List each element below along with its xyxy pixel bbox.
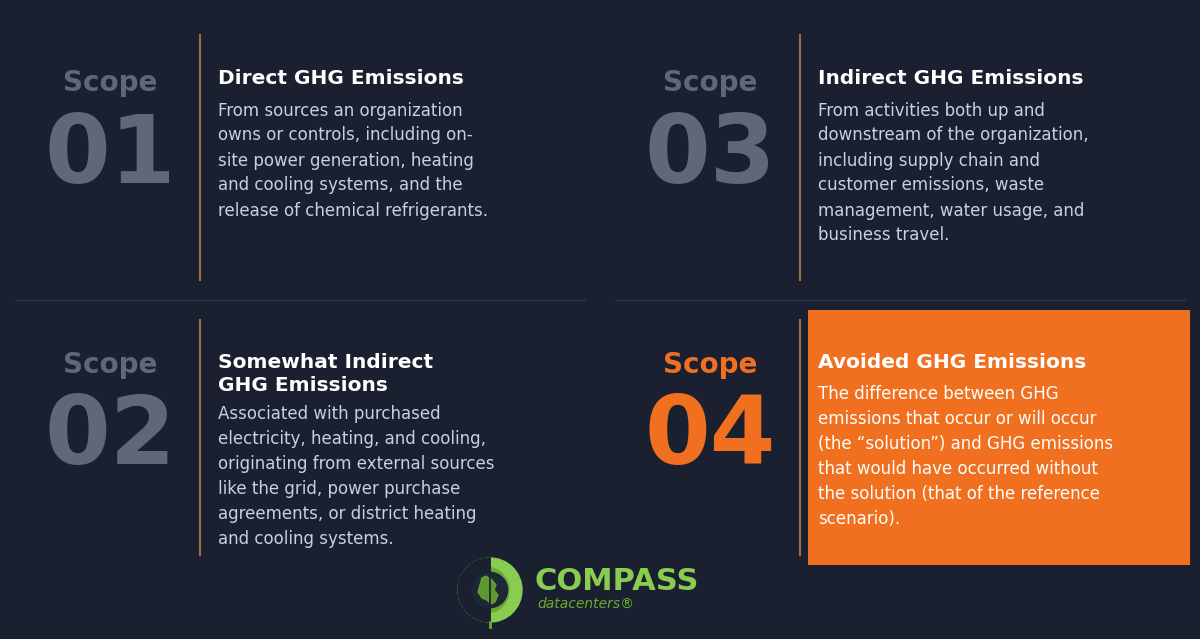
Circle shape (473, 573, 508, 608)
Bar (808, 310, 1190, 565)
Text: Scope: Scope (62, 69, 157, 97)
Text: 02: 02 (44, 392, 176, 484)
Text: Scope: Scope (662, 351, 757, 379)
Text: 01: 01 (44, 111, 175, 203)
Text: Scope: Scope (62, 351, 157, 379)
Text: 04: 04 (644, 392, 775, 484)
Text: Avoided GHG Emissions: Avoided GHG Emissions (818, 353, 1086, 372)
Polygon shape (478, 576, 498, 604)
Polygon shape (458, 558, 490, 622)
Text: From activities both up and
downstream of the organization,
including supply cha: From activities both up and downstream o… (818, 102, 1088, 245)
Text: Somewhat Indirect
GHG Emissions: Somewhat Indirect GHG Emissions (218, 353, 433, 395)
Text: Indirect GHG Emissions: Indirect GHG Emissions (818, 70, 1084, 88)
Text: datacenters®: datacenters® (538, 597, 634, 611)
Circle shape (458, 558, 522, 622)
Text: The difference between GHG
emissions that occur or will occur
(the “solution”) a: The difference between GHG emissions tha… (818, 385, 1114, 528)
Circle shape (463, 567, 509, 613)
Text: Associated with purchased
electricity, heating, and cooling,
originating from ex: Associated with purchased electricity, h… (218, 404, 494, 548)
Text: Scope: Scope (662, 69, 757, 97)
Text: From sources an organization
owns or controls, including on-
site power generati: From sources an organization owns or con… (218, 102, 488, 220)
Text: Direct GHG Emissions: Direct GHG Emissions (218, 70, 464, 88)
Text: COMPASS: COMPASS (535, 567, 700, 596)
Text: 03: 03 (644, 111, 775, 203)
Circle shape (458, 558, 522, 622)
